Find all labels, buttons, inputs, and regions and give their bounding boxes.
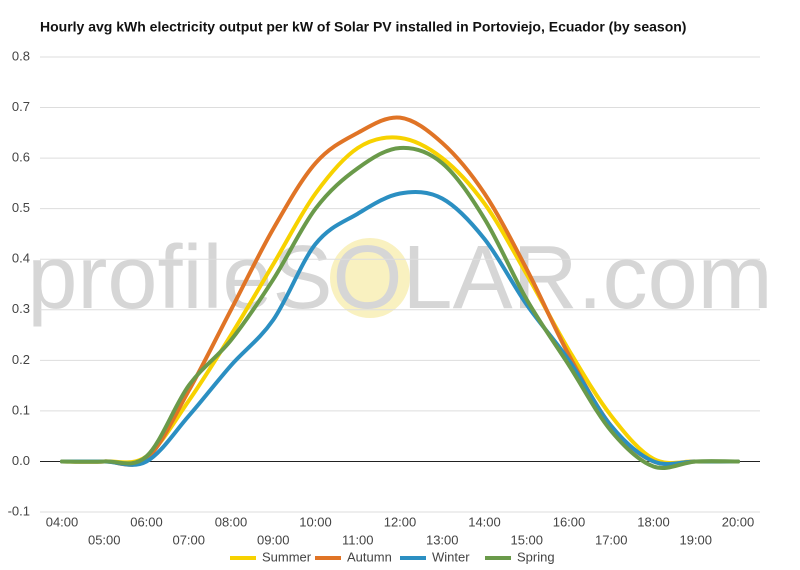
x-tick-label: 11:00 bbox=[342, 532, 374, 547]
x-tick-label: 14:00 bbox=[468, 514, 501, 529]
x-tick-label: 20:00 bbox=[722, 514, 755, 529]
x-tick-label: 05:00 bbox=[88, 532, 121, 547]
y-tick-label: 0.1 bbox=[12, 402, 30, 417]
line bbox=[60, 135, 740, 465]
line bbox=[60, 189, 740, 467]
y-tick-label: 0.4 bbox=[12, 251, 30, 266]
x-tick-label: 06:00 bbox=[130, 514, 163, 529]
x-tick-label: 18:00 bbox=[637, 514, 670, 529]
legend-label: Spring bbox=[517, 549, 555, 564]
legend-label: Summer bbox=[262, 549, 312, 564]
x-tick-label: 12:00 bbox=[384, 514, 417, 529]
x-tick-label: 15:00 bbox=[510, 532, 543, 547]
y-tick-label: 0.7 bbox=[12, 99, 30, 114]
x-tick-label: 10:00 bbox=[299, 514, 332, 529]
y-tick-label: 0.2 bbox=[12, 352, 30, 367]
line bbox=[60, 145, 740, 470]
y-tick-label: -0.1 bbox=[8, 503, 30, 518]
legend-label: Autumn bbox=[347, 549, 392, 564]
x-tick-label: 17:00 bbox=[595, 532, 628, 547]
y-tick-label: 0.5 bbox=[12, 200, 30, 215]
y-tick-label: 0.6 bbox=[12, 150, 30, 165]
legend-label: Winter bbox=[432, 549, 470, 564]
y-tick-label: 0.8 bbox=[12, 48, 30, 63]
watermark: profileSOLAR.com bbox=[27, 228, 772, 328]
x-tick-label: 16:00 bbox=[553, 514, 586, 529]
x-tick-label: 07:00 bbox=[172, 532, 205, 547]
x-tick-label: 08:00 bbox=[215, 514, 248, 529]
y-tick-label: 0.0 bbox=[12, 453, 30, 468]
watermark-sun bbox=[330, 238, 410, 318]
x-tick-label: 09:00 bbox=[257, 532, 290, 547]
chart-title: Hourly avg kWh electricity output per kW… bbox=[40, 19, 686, 35]
x-tick-label: 04:00 bbox=[46, 514, 79, 529]
x-tick-label: 13:00 bbox=[426, 532, 459, 547]
y-tick-label: 0.3 bbox=[12, 301, 30, 316]
x-tick-label: 19:00 bbox=[679, 532, 712, 547]
